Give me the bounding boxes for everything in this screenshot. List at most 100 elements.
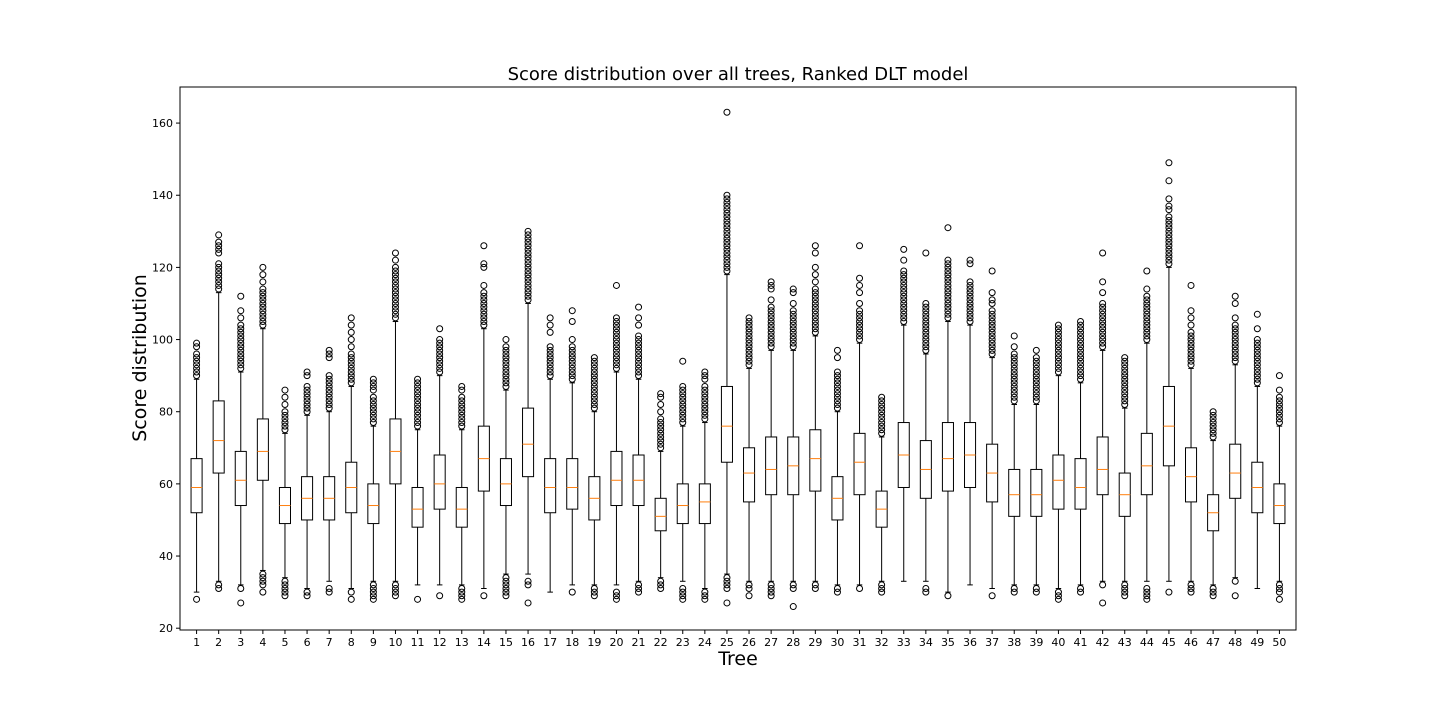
outlier-point <box>723 256 731 264</box>
box <box>765 436 778 496</box>
outlier-point <box>701 592 709 600</box>
outlier-point <box>789 332 797 340</box>
outlier-point <box>767 310 775 318</box>
outlier-point <box>922 310 930 318</box>
outlier-point <box>369 588 377 596</box>
outlier-point <box>922 303 930 311</box>
outlier-point <box>590 404 598 412</box>
outlier-point <box>900 289 908 297</box>
outlier-point <box>811 292 819 300</box>
outlier-point <box>215 260 223 268</box>
outlier-point <box>391 581 399 589</box>
outlier-point <box>1054 350 1062 358</box>
outlier-point <box>679 585 687 593</box>
outlier-point <box>767 336 775 344</box>
outlier-point <box>325 390 333 398</box>
x-tick-label: 19 <box>587 636 601 649</box>
outlier-point <box>966 281 974 289</box>
outlier-point <box>590 390 598 398</box>
outlier-point <box>1275 581 1283 589</box>
outlier-point <box>568 354 576 362</box>
outlier-point <box>856 299 864 307</box>
outlier-point <box>347 321 355 329</box>
outlier-point <box>1187 332 1195 340</box>
outlier-point <box>1231 292 1239 300</box>
outlier-point <box>657 437 665 445</box>
outlier-point <box>436 346 444 354</box>
outlier-point <box>259 299 267 307</box>
outlier-point <box>568 350 576 358</box>
outlier-point <box>789 325 797 333</box>
outlier-point <box>215 274 223 282</box>
outlier-point <box>590 357 598 365</box>
outlier-point <box>502 581 510 589</box>
outlier-point <box>347 336 355 344</box>
x-tick-label: 17 <box>543 636 557 649</box>
outlier-point <box>237 346 245 354</box>
outlier-point <box>1253 346 1261 354</box>
outlier-point <box>1143 310 1151 318</box>
outlier-point <box>590 588 598 596</box>
outlier-point <box>369 404 377 412</box>
box <box>212 400 225 474</box>
outlier-point <box>1121 592 1129 600</box>
outlier-point <box>215 242 223 250</box>
outlier-point <box>281 401 289 409</box>
outlier-point <box>922 336 930 344</box>
outlier-point <box>900 303 908 311</box>
box <box>499 458 512 507</box>
outlier-point <box>1077 354 1085 362</box>
outlier-point <box>1054 595 1062 603</box>
x-tick-label: 42 <box>1096 636 1110 649</box>
outlier-point <box>723 267 731 275</box>
outlier-point <box>966 278 974 286</box>
outlier-point <box>745 357 753 365</box>
outlier-point <box>391 267 399 275</box>
outlier-point <box>789 310 797 318</box>
outlier-point <box>1010 379 1018 387</box>
outlier-point <box>789 289 797 297</box>
outlier-point <box>369 411 377 419</box>
outlier-point <box>590 364 598 372</box>
outlier-point <box>369 419 377 427</box>
outlier-point <box>922 321 930 329</box>
outlier-point <box>303 397 311 405</box>
outlier-point <box>546 343 554 351</box>
outlier-point <box>679 390 687 398</box>
outlier-point <box>723 585 731 593</box>
outlier-point <box>811 303 819 311</box>
outlier-point <box>1187 339 1195 347</box>
outlier-point <box>856 310 864 318</box>
outlier-point <box>789 328 797 336</box>
outlier-point <box>1077 321 1085 329</box>
outlier-point <box>1231 339 1239 347</box>
outlier-point <box>391 289 399 297</box>
outlier-point <box>1010 350 1018 358</box>
outlier-point <box>237 332 245 340</box>
outlier-point <box>1010 390 1018 398</box>
outlier-point <box>259 310 267 318</box>
outlier-point <box>237 364 245 372</box>
outlier-point <box>480 303 488 311</box>
outlier-point <box>502 343 510 351</box>
outlier-point <box>303 404 311 412</box>
outlier-point <box>1010 354 1018 362</box>
outlier-point <box>966 314 974 322</box>
outlier-point <box>1143 299 1151 307</box>
outlier-point <box>1121 588 1129 596</box>
outlier-point <box>701 372 709 380</box>
outlier-point <box>1187 314 1195 322</box>
outlier-point <box>1077 328 1085 336</box>
outlier-point <box>944 285 952 293</box>
outlier-point <box>1077 343 1085 351</box>
outlier-point <box>1275 408 1283 416</box>
outlier-point <box>1187 336 1195 344</box>
outlier-point <box>612 357 620 365</box>
outlier-point <box>458 588 466 596</box>
outlier-point <box>391 256 399 264</box>
outlier-point <box>1231 314 1239 322</box>
x-tick-label: 12 <box>433 636 447 649</box>
outlier-point <box>391 249 399 257</box>
outlier-point <box>502 368 510 376</box>
outlier-point <box>767 325 775 333</box>
